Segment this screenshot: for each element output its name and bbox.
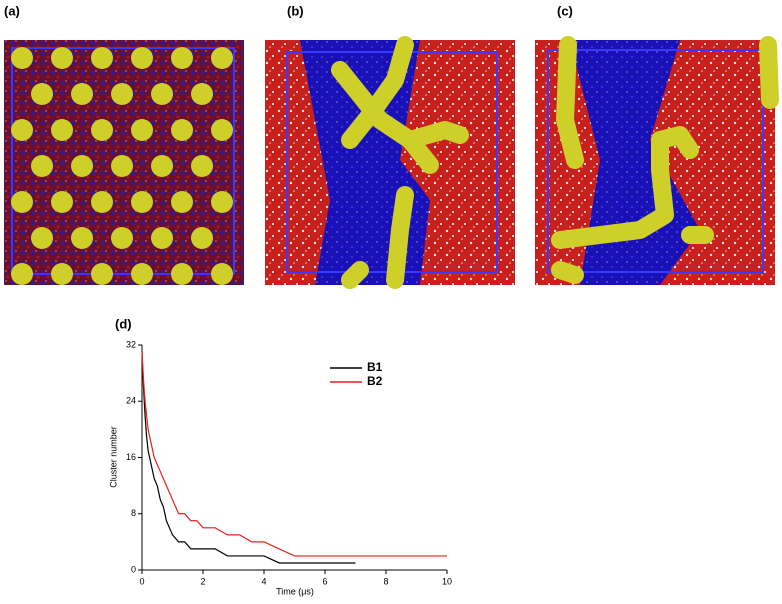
yellow-cluster xyxy=(71,155,93,177)
yellow-cluster xyxy=(71,83,93,105)
data-line xyxy=(141,351,447,557)
x-tick-label: 4 xyxy=(261,576,266,586)
y-axis-label: Cluster number xyxy=(108,426,118,488)
chart-title: (d) xyxy=(115,316,132,331)
box-outline xyxy=(11,47,235,275)
yellow-cluster xyxy=(151,83,173,105)
legend-label: B1 xyxy=(367,360,383,374)
panel-label: (c) xyxy=(557,3,573,18)
yellow-cluster xyxy=(111,83,133,105)
yellow-cluster xyxy=(111,155,133,177)
yellow-cluster xyxy=(51,263,73,285)
yellow-cluster xyxy=(11,191,33,213)
y-tick-label: 24 xyxy=(126,396,136,406)
data-line xyxy=(141,352,356,564)
x-axis-label: Time (μs) xyxy=(276,586,314,596)
panel-label: (b) xyxy=(287,3,304,18)
yellow-cluster xyxy=(71,227,93,249)
yellow-cluster xyxy=(151,227,173,249)
yellow-cluster xyxy=(51,191,73,213)
yellow-cluster xyxy=(211,119,233,141)
yellow-cluster xyxy=(11,119,33,141)
y-tick-label: 8 xyxy=(131,508,136,518)
yellow-cluster xyxy=(91,263,113,285)
box-outline xyxy=(547,49,764,273)
yellow-cluster xyxy=(151,155,173,177)
y-tick-label: 0 xyxy=(131,564,136,574)
legend-label: B2 xyxy=(367,374,383,388)
x-tick-label: 2 xyxy=(200,576,205,586)
yellow-cluster xyxy=(191,227,213,249)
yellow-cluster xyxy=(91,47,113,69)
yellow-cluster xyxy=(171,191,193,213)
y-tick-label: 16 xyxy=(126,452,136,462)
yellow-cluster xyxy=(191,155,213,177)
yellow-cluster xyxy=(211,47,233,69)
yellow-cluster xyxy=(171,263,193,285)
yellow-cluster xyxy=(51,47,73,69)
yellow-cluster xyxy=(31,155,53,177)
yellow-cluster xyxy=(211,191,233,213)
yellow-cluster xyxy=(171,47,193,69)
yellow-cluster xyxy=(31,83,53,105)
yellow-strand xyxy=(551,36,779,284)
yellow-cluster xyxy=(131,191,153,213)
yellow-cluster xyxy=(11,263,33,285)
x-tick-label: 10 xyxy=(442,576,452,586)
yellow-strand xyxy=(331,36,469,289)
x-tick-label: 0 xyxy=(139,576,144,586)
yellow-cluster xyxy=(131,119,153,141)
yellow-cluster xyxy=(51,119,73,141)
yellow-cluster xyxy=(91,119,113,141)
yellow-cluster xyxy=(171,119,193,141)
yellow-cluster xyxy=(111,227,133,249)
yellow-cluster xyxy=(131,263,153,285)
panel-label: (a) xyxy=(4,3,20,18)
yellow-cluster xyxy=(91,191,113,213)
x-tick-label: 8 xyxy=(383,576,388,586)
yellow-cluster xyxy=(191,83,213,105)
yellow-cluster xyxy=(131,47,153,69)
y-tick-label: 32 xyxy=(126,339,136,349)
yellow-cluster xyxy=(211,263,233,285)
x-tick-label: 6 xyxy=(322,576,327,586)
yellow-cluster xyxy=(11,47,33,69)
yellow-cluster xyxy=(31,227,53,249)
